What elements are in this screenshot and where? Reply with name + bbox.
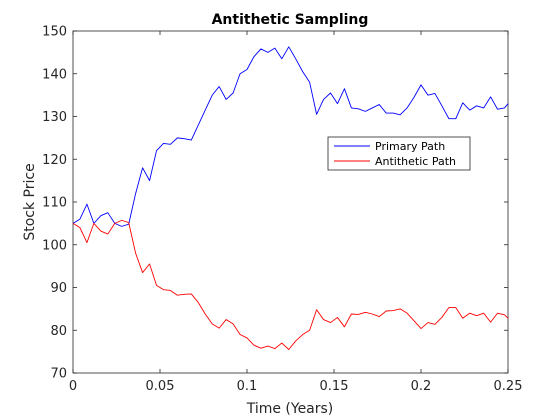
series-line-antithetic-path — [72, 219, 509, 350]
y-tick-label: 110 — [42, 196, 67, 211]
x-tick-label: 0.05 — [146, 379, 175, 394]
x-tick-label: 0.2 — [411, 379, 432, 394]
series-layer — [72, 46, 509, 350]
y-tick-label: 80 — [50, 324, 67, 339]
legend-label-antithetic-path: Antithetic Path — [375, 155, 456, 168]
plot-area — [72, 30, 509, 374]
y-tick-label: 120 — [42, 153, 67, 168]
x-axis: 0 0.05 0.1 0.15 0.2 0.25 — [69, 31, 523, 394]
x-tick-label: 0 — [69, 379, 77, 394]
y-axis: 70 80 90 100 110 120 130 140 150 — [42, 25, 508, 382]
x-tick-label: 0.15 — [320, 379, 349, 394]
y-tick-label: 100 — [42, 238, 67, 253]
x-tick-label: 0.25 — [494, 379, 523, 394]
y-tick-label: 90 — [50, 281, 67, 296]
legend-label-primary-path: Primary Path — [375, 140, 445, 153]
y-tick-label: 150 — [42, 25, 67, 40]
legend-box — [327, 136, 471, 171]
chart-title: Antithetic Sampling — [212, 12, 369, 28]
y-tick-label: 70 — [50, 367, 67, 382]
x-tick-label: 0.1 — [237, 379, 258, 394]
y-tick-label: 140 — [42, 67, 67, 82]
legend: Primary Path Antithetic Path — [327, 136, 471, 171]
y-tick-label: 130 — [42, 110, 67, 125]
series-line-primary-path — [72, 46, 509, 227]
x-axis-label: Time (Years) — [246, 401, 334, 417]
y-axis-label: Stock Price — [22, 163, 38, 240]
